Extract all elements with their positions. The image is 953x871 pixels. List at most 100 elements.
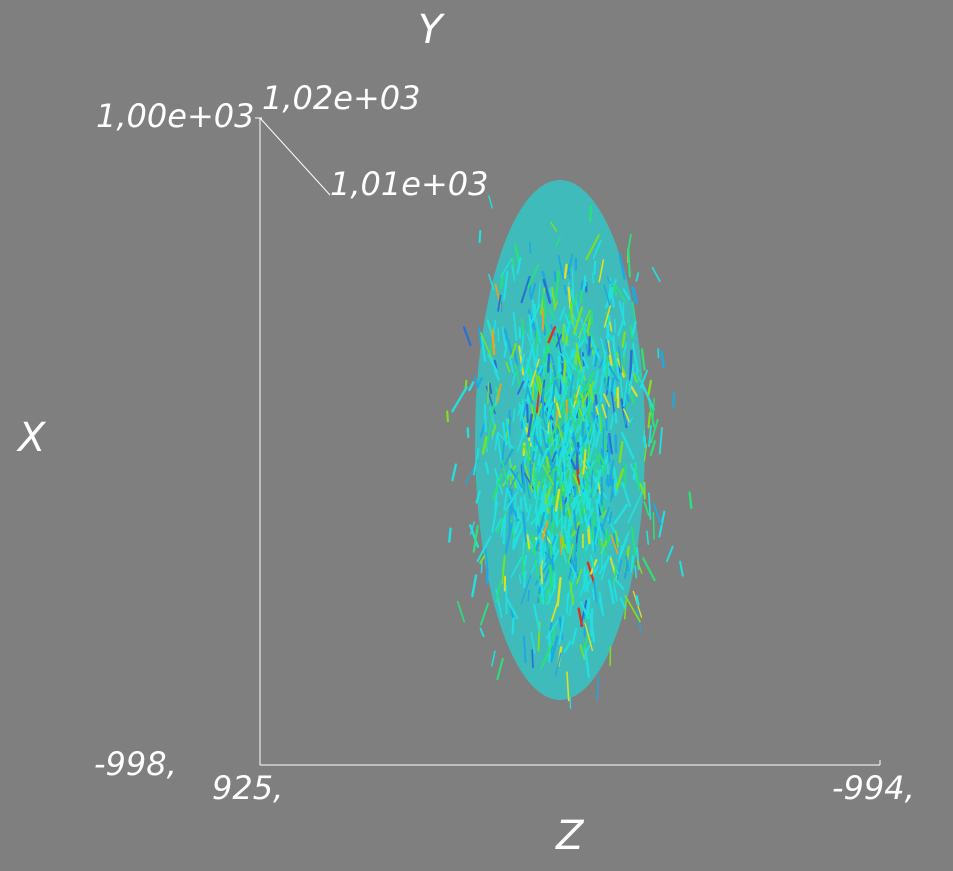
glyph-arrow bbox=[608, 435, 613, 455]
glyph-arrow bbox=[561, 534, 565, 549]
glyph-arrow bbox=[471, 574, 478, 598]
glyph-arrow bbox=[584, 512, 589, 528]
glyph-arrow bbox=[601, 403, 607, 419]
glyph-arrow bbox=[501, 460, 509, 485]
glyph-arrow bbox=[531, 343, 537, 371]
glyph-arrow bbox=[595, 405, 599, 416]
glyph-arrow bbox=[575, 503, 581, 516]
glyph-arrows bbox=[446, 195, 693, 709]
glyph-arrow bbox=[650, 419, 659, 444]
glyph-arrow bbox=[504, 522, 513, 554]
glyph-arrow bbox=[586, 507, 594, 524]
glyph-arrow bbox=[517, 380, 525, 395]
glyph-arrow bbox=[530, 358, 540, 388]
glyph-arrow bbox=[568, 569, 572, 580]
glyph-arrow bbox=[562, 386, 569, 403]
glyph-arrow bbox=[566, 253, 574, 275]
glyph-arrow bbox=[501, 556, 506, 585]
glyph-arrow bbox=[582, 426, 590, 443]
glyph-arrow bbox=[563, 516, 567, 530]
glyph-arrow bbox=[548, 307, 555, 319]
glyph-arrow bbox=[516, 508, 523, 523]
glyph-arrow bbox=[527, 589, 530, 602]
glyph-arrow bbox=[647, 412, 651, 429]
glyph-arrow bbox=[620, 431, 635, 460]
glyph-arrow bbox=[610, 414, 614, 430]
glyph-arrow bbox=[480, 335, 487, 363]
glyph-arrow bbox=[610, 478, 615, 503]
glyph-arrow bbox=[598, 357, 605, 369]
glyph-arrow bbox=[478, 326, 482, 347]
glyph-arrow bbox=[582, 449, 587, 475]
glyph-arrow bbox=[542, 292, 547, 320]
glyph-arrow bbox=[548, 287, 553, 299]
glyph-arrow bbox=[508, 500, 520, 522]
glyph-arrow bbox=[569, 476, 575, 496]
y-axis-title: Y bbox=[418, 7, 443, 53]
glyph-arrow bbox=[589, 383, 594, 403]
glyph-arrow bbox=[596, 515, 604, 542]
glyph-arrow bbox=[479, 421, 487, 438]
glyph-arrow bbox=[634, 371, 642, 383]
glyph-arrow bbox=[577, 309, 591, 339]
glyph-arrow bbox=[568, 294, 578, 319]
glyph-arrow bbox=[497, 294, 502, 312]
glyph-arrow bbox=[570, 436, 581, 455]
glyph-arrow bbox=[631, 342, 639, 374]
glyph-arrow bbox=[554, 488, 561, 512]
glyph-arrow bbox=[543, 321, 556, 347]
glyph-arrow bbox=[583, 454, 601, 480]
glyph-arrow bbox=[623, 464, 627, 490]
glyph-arrow bbox=[569, 397, 577, 420]
glyph-arrow bbox=[479, 627, 485, 638]
glyph-arrow bbox=[462, 326, 472, 347]
glyph-arrow bbox=[603, 305, 612, 328]
glyph-arrow bbox=[555, 236, 562, 247]
glyph-arrow bbox=[539, 447, 549, 468]
glyph-arrow bbox=[529, 339, 535, 360]
glyph-arrow bbox=[538, 511, 546, 534]
glyph-arrow bbox=[591, 272, 595, 284]
glyph-arrow bbox=[595, 498, 600, 516]
glyph-arrow bbox=[479, 602, 489, 626]
glyph-arrow bbox=[533, 603, 541, 632]
glyph-arrow bbox=[613, 282, 627, 303]
glyph-arrow bbox=[542, 278, 552, 304]
glyph-arrow bbox=[526, 387, 533, 405]
glyph-arrow bbox=[562, 470, 570, 494]
glyph-arrow bbox=[586, 525, 591, 545]
glyph-arrow bbox=[509, 468, 523, 489]
glyph-arrow bbox=[505, 491, 519, 511]
glyph-arrow bbox=[542, 464, 555, 486]
glyph-arrow bbox=[577, 468, 588, 487]
glyph-arrow bbox=[581, 443, 586, 455]
glyph-arrow bbox=[547, 326, 557, 344]
glyph-arrow bbox=[527, 308, 535, 330]
glyph-arrow bbox=[583, 323, 588, 335]
glyph-arrow bbox=[607, 331, 613, 342]
glyph-arrow bbox=[625, 555, 630, 572]
glyph-arrow bbox=[553, 300, 559, 311]
glyph-arrow bbox=[514, 362, 521, 388]
glyph-arrow bbox=[639, 369, 649, 389]
glyph-arrow bbox=[563, 413, 568, 442]
glyph-arrow bbox=[594, 467, 602, 485]
glyph-arrow bbox=[641, 382, 655, 411]
glyph-arrow bbox=[635, 595, 640, 607]
glyph-arrow bbox=[472, 448, 480, 476]
glyph-arrow bbox=[518, 402, 526, 431]
glyph-arrow bbox=[603, 284, 612, 310]
glyph-arrow bbox=[575, 441, 580, 471]
glyph-arrow bbox=[605, 474, 609, 486]
glyph-arrow bbox=[557, 449, 564, 468]
glyph-arrow bbox=[491, 424, 497, 437]
glyph-arrow bbox=[553, 470, 557, 497]
glyph-arrow bbox=[532, 477, 537, 500]
glyph-arrow bbox=[559, 307, 566, 321]
glyph-arrow bbox=[550, 601, 559, 622]
glyph-arrow bbox=[569, 374, 574, 399]
glyph-arrow bbox=[557, 254, 565, 280]
glyph-arrow bbox=[586, 579, 589, 593]
